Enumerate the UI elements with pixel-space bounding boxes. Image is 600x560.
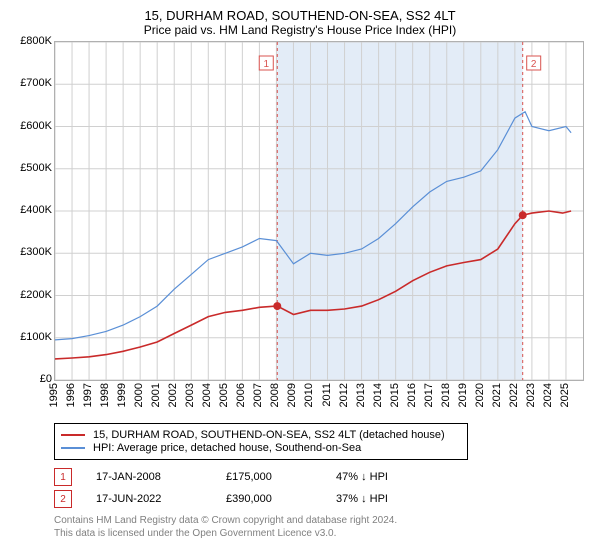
svg-text:1: 1: [263, 59, 269, 70]
legend-swatch: [61, 447, 85, 449]
legend-swatch: [61, 434, 85, 436]
y-axis-labels: £0£100K£200K£300K£400K£500K£600K£700K£80…: [10, 41, 54, 381]
transaction-price: £175,000: [226, 471, 336, 483]
transaction-row: 2 17-JUN-2022 £390,000 37% ↓ HPI: [54, 490, 590, 508]
transaction-number: 2: [60, 494, 66, 505]
legend-label: 15, DURHAM ROAD, SOUTHEND-ON-SEA, SS2 4L…: [93, 429, 445, 441]
transaction-date: 17-JAN-2008: [96, 471, 226, 483]
transaction-date: 17-JUN-2022: [96, 493, 226, 505]
legend-item: 15, DURHAM ROAD, SOUTHEND-ON-SEA, SS2 4L…: [61, 429, 461, 441]
transaction-hpi: 37% ↓ HPI: [336, 493, 446, 505]
legend-label: HPI: Average price, detached house, Sout…: [93, 442, 361, 454]
down-arrow-icon: ↓: [361, 471, 367, 483]
transaction-marker-box: 2: [54, 490, 72, 508]
transactions-table: 1 17-JAN-2008 £175,000 47% ↓ HPI 2 17-JU…: [54, 468, 590, 508]
chart-area: £0£100K£200K£300K£400K£500K£600K£700K£80…: [10, 41, 590, 421]
svg-text:2: 2: [531, 59, 537, 70]
transaction-marker-box: 1: [54, 468, 72, 486]
legend-box: 15, DURHAM ROAD, SOUTHEND-ON-SEA, SS2 4L…: [54, 423, 468, 460]
chart-container: 15, DURHAM ROAD, SOUTHEND-ON-SEA, SS2 4L…: [0, 0, 600, 560]
chart-svg: 12: [55, 42, 583, 380]
legend-item: HPI: Average price, detached house, Sout…: [61, 442, 461, 454]
transaction-number: 1: [60, 472, 66, 483]
down-arrow-icon: ↓: [361, 493, 367, 505]
chart-subtitle: Price paid vs. HM Land Registry's House …: [10, 23, 590, 37]
plot-area: 12: [54, 41, 584, 381]
x-axis-labels: 1995199619971998199920002001200220032004…: [54, 383, 584, 423]
transaction-row: 1 17-JAN-2008 £175,000 47% ↓ HPI: [54, 468, 590, 486]
footer-text: Contains HM Land Registry data © Crown c…: [54, 514, 590, 540]
chart-title: 15, DURHAM ROAD, SOUTHEND-ON-SEA, SS2 4L…: [10, 8, 590, 23]
transaction-hpi: 47% ↓ HPI: [336, 471, 446, 483]
transaction-price: £390,000: [226, 493, 336, 505]
